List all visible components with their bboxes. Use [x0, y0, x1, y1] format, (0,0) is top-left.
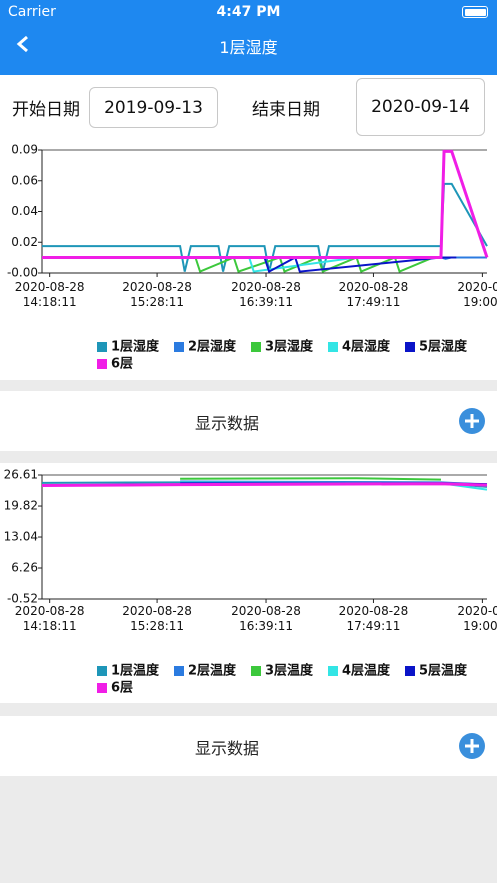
back-button[interactable] — [14, 34, 34, 54]
x-tick-label: 2020-08-28 14:18:11 — [15, 280, 85, 309]
nav-title: 1层湿度 — [219, 38, 278, 57]
series-line — [203, 255, 457, 274]
x-tick-label: 2020-0819:00: — [457, 280, 497, 309]
legend-swatch — [174, 666, 184, 676]
legend-label: 5层温度 — [419, 663, 468, 679]
legend-swatch — [251, 342, 261, 352]
y-tick-label: -0.00 — [7, 266, 38, 280]
legend-label: 3层温度 — [265, 663, 314, 679]
x-tick-label: 2020-08-28 17:49:11 — [339, 280, 409, 309]
y-tick-label: 0.09 — [11, 143, 38, 157]
y-tick-label: 0.02 — [11, 235, 38, 249]
legend-label: 4层湿度 — [342, 339, 391, 355]
plus-icon[interactable] — [458, 407, 486, 435]
plus-icon[interactable] — [458, 732, 486, 760]
legend-label: 6层 — [111, 681, 133, 696]
y-tick-label: 0.06 — [11, 173, 38, 187]
x-tick-label: 2020-08-28 14:18:11 — [15, 604, 85, 633]
legend-label: 1层湿度 — [111, 339, 160, 355]
y-tick-label: 0.04 — [11, 204, 38, 218]
chart: -0.00 0.02 0.04 0.06 0.09 2020-08-28 14:18:11 2… — [7, 143, 497, 372]
legend-swatch — [97, 683, 107, 693]
legend-label: 5层湿度 — [419, 339, 468, 355]
legend-label: 2层温度 — [188, 663, 237, 679]
series-line — [180, 477, 441, 481]
legend-swatch — [328, 342, 338, 352]
start-date-input[interactable]: 2019-09-13 — [89, 87, 218, 128]
legend-swatch — [174, 342, 184, 352]
y-tick-label: 13.04 — [4, 530, 38, 544]
end-label: 结束日期 — [252, 100, 320, 120]
chart: -0.52 6.26 13.04 19.82 26.61 2020-08-28 14:18:… — [4, 468, 497, 696]
legend-swatch — [97, 342, 107, 352]
legend-swatch — [405, 666, 415, 676]
x-tick-label: 2020-08-28 15:28:11 — [122, 604, 192, 633]
y-tick-label: 6.26 — [11, 561, 38, 575]
show-data-row[interactable]: 显示数据 — [0, 716, 497, 776]
legend-label: 4层温度 — [342, 663, 391, 679]
start-label: 开始日期 — [12, 100, 80, 120]
clock: 4:47 PM — [216, 4, 281, 20]
series-line — [41, 482, 488, 488]
legend-label: 3层湿度 — [265, 339, 314, 355]
y-tick-label: -0.52 — [7, 592, 38, 606]
legend-swatch — [97, 666, 107, 676]
legend-label: 6层 — [111, 357, 133, 372]
legend-label: 1层温度 — [111, 663, 160, 679]
show-data-row[interactable]: 显示数据 — [0, 391, 497, 451]
y-tick-label: 19.82 — [4, 499, 38, 513]
legend-swatch — [328, 666, 338, 676]
x-tick-label: 2020-08-28 16:39:11 — [231, 604, 301, 633]
y-tick-label: 26.61 — [4, 468, 38, 482]
header: Carrier 4:47 PM 1层湿度 — [0, 0, 497, 75]
legend-swatch — [251, 666, 261, 676]
legend-label: 2层湿度 — [188, 339, 237, 355]
date-filter: 开始日期 2019-09-13 结束日期 2020-09-14 — [0, 75, 497, 137]
legend-swatch — [405, 342, 415, 352]
show-data-button[interactable]: 显示数据 — [194, 739, 259, 758]
carrier: Carrier — [8, 4, 56, 20]
show-data-button[interactable]: 显示数据 — [194, 414, 259, 433]
battery — [462, 6, 488, 18]
end-date-input[interactable]: 2020-09-14 — [356, 78, 485, 136]
x-tick-label: 2020-08-28 17:49:11 — [339, 604, 409, 633]
x-tick-label: 2020-08-28 16:39:11 — [231, 280, 301, 309]
series-line — [42, 149, 489, 259]
chart-panel: -0.00 0.02 0.04 0.06 0.09 2020-08-28 14:18:11 2… — [0, 137, 497, 380]
chart-panel: -0.52 6.26 13.04 19.82 26.61 2020-08-28 14:18:… — [0, 463, 497, 703]
legend-swatch — [97, 359, 107, 369]
x-tick-label: 2020-0819:00: — [457, 604, 497, 633]
x-tick-label: 2020-08-28 15:28:11 — [122, 280, 192, 309]
